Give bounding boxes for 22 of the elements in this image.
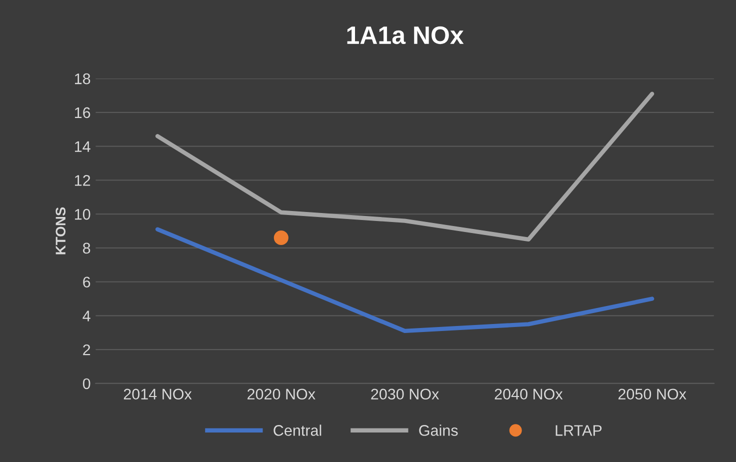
y-tick-label: 14 [74,141,90,152]
legend-label: Central [274,424,322,436]
line-series [155,227,654,334]
y-tick-label: 10 [74,208,90,220]
y-tick-label: 18 [74,73,90,84]
y-tick-label: 4 [82,310,90,322]
x-tick-label: 2020 NOx [248,388,316,400]
y-tick-label: 12 [74,175,90,186]
y-axis-title: KTONS [56,207,66,254]
y-tick-label: 6 [83,276,90,288]
y-tick-label: 2 [83,344,90,356]
line-series [155,92,654,242]
x-tick-label: 2030 NOx [371,388,440,400]
y-tick-label: 8 [82,242,90,254]
y-tick-label: 16 [74,107,90,118]
x-tick-label: 2014 NOx [124,388,192,400]
y-tick-label: 0 [82,378,90,390]
x-tick-label: 2050 NOx [618,388,686,400]
legend-label: LRTAP [556,425,602,436]
chart-title: 1A1a NOx [347,26,464,44]
legend-label: Gains [419,424,458,436]
x-tick-label: 2040 NOx [494,388,563,400]
